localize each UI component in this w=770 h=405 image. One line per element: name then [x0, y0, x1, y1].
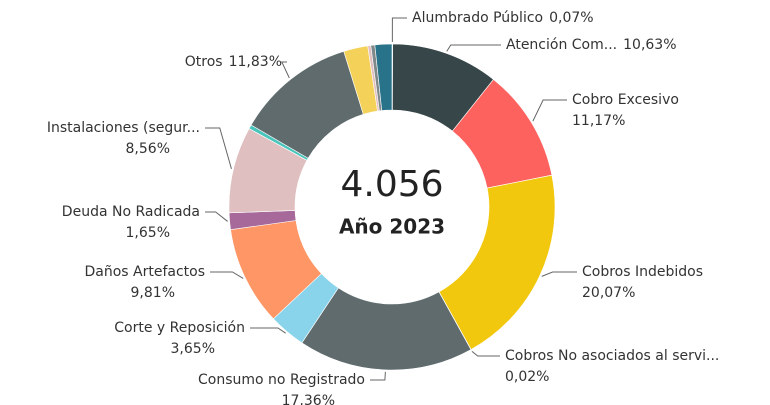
value-label: 20,07% [582, 285, 635, 301]
leader-line [281, 61, 290, 79]
value-label: 3,65% [171, 341, 215, 357]
value-label: 9,81% [131, 285, 175, 301]
slice [438, 174, 556, 350]
slice-label: Otros 11,83% [185, 54, 282, 70]
category-label: Consumo no Registrado [198, 372, 365, 388]
leader-line [250, 327, 286, 334]
center-value: 4.056 [340, 164, 443, 205]
value-label: 17,36% [282, 393, 335, 405]
category-label: Instalaciones (segur... [47, 120, 200, 136]
category-label: Deuda No Radicada [62, 204, 200, 220]
leader-line [532, 99, 567, 122]
leader-line [391, 17, 407, 43]
category-label: Corte y Reposición [114, 320, 245, 336]
leader-line [446, 44, 501, 52]
leader-line [471, 350, 500, 357]
slice-label: Atención Com... 10,63% [506, 37, 677, 53]
leader-line [205, 127, 232, 170]
category-label: Cobros No asociados al servi... [505, 348, 719, 364]
center-label: Año 2023 [339, 215, 445, 239]
value-label: 8,56% [126, 141, 170, 157]
slice-label: Alumbrado Público 0,07% [412, 10, 594, 26]
category-label: Otros [185, 54, 223, 70]
category-label: Alumbrado Público [412, 10, 543, 26]
value-label: 0,02% [505, 369, 549, 385]
value-label: 10,63% [623, 37, 676, 53]
slice [374, 43, 393, 111]
value-label: 1,65% [126, 225, 170, 241]
category-label: Atención Com... [506, 37, 617, 53]
value-label: 0,07% [549, 10, 593, 26]
leader-line [370, 371, 386, 381]
leader-line [541, 271, 577, 277]
value-label: 11,17% [572, 113, 625, 129]
category-label: Cobro Excesivo [572, 92, 679, 108]
leader-line [210, 271, 244, 279]
leader-line [205, 211, 228, 222]
category-label: Daños Artefactos [84, 264, 205, 280]
category-label: Cobros Indebidos [582, 264, 703, 280]
value-label: 11,83% [229, 54, 282, 70]
